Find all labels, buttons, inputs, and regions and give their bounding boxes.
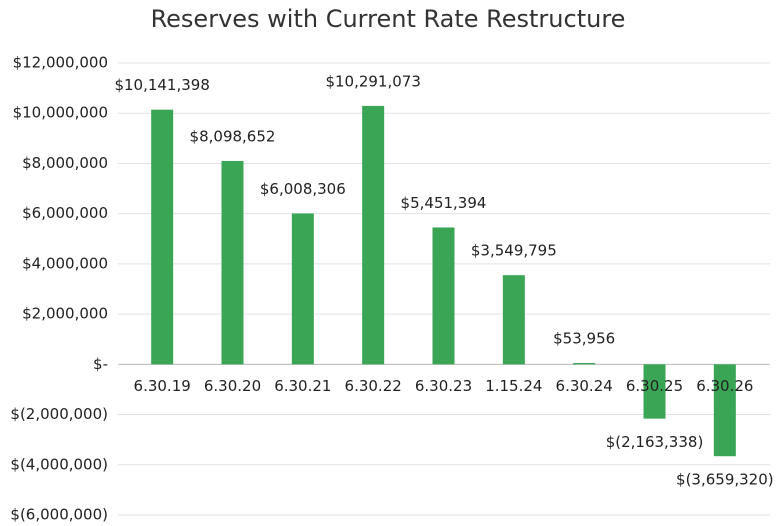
data-label: $8,098,652 (190, 127, 276, 145)
bar (151, 109, 174, 365)
bar (713, 364, 736, 457)
data-label: $10,141,398 (114, 76, 209, 94)
data-label: $10,291,073 (325, 72, 420, 90)
y-tick-label: $(4,000,000) (10, 455, 108, 473)
data-label: $3,549,795 (471, 242, 557, 260)
bar (221, 160, 244, 365)
x-tick-label: 6.30.25 (626, 377, 683, 395)
y-tick-label: $2,000,000 (22, 305, 108, 323)
bar (573, 362, 596, 365)
x-tick-label: 6.30.26 (696, 377, 753, 395)
chart-title: Reserves with Current Rate Restructure (151, 5, 626, 33)
bar (432, 227, 455, 365)
x-tick-label: 6.30.20 (204, 377, 261, 395)
y-tick-label: $- (93, 355, 108, 373)
bar (643, 364, 666, 419)
x-tick-label: 1.15.24 (485, 377, 542, 395)
data-label: $6,008,306 (260, 180, 346, 198)
y-tick-label: $10,000,000 (13, 104, 108, 122)
y-tick-label: $(6,000,000) (10, 506, 108, 524)
data-label: $5,451,394 (401, 194, 487, 212)
bar (291, 213, 314, 365)
bar (502, 275, 525, 365)
y-tick-label: $6,000,000 (22, 204, 108, 222)
y-tick-label: $8,000,000 (22, 154, 108, 172)
y-tick-label: $12,000,000 (13, 54, 108, 72)
data-label: $(2,163,338) (606, 433, 704, 451)
x-tick-label: 6.30.21 (274, 377, 331, 395)
x-tick-label: 6.30.24 (556, 377, 613, 395)
x-tick-label: 6.30.22 (345, 377, 402, 395)
x-tick-label: 6.30.19 (134, 377, 191, 395)
bar (362, 105, 385, 365)
x-tick-label: 6.30.23 (415, 377, 472, 395)
y-tick-label: $(2,000,000) (10, 405, 108, 423)
data-label: $(3,659,320) (676, 471, 774, 489)
y-tick-label: $4,000,000 (22, 254, 108, 272)
data-label: $53,956 (553, 329, 615, 347)
